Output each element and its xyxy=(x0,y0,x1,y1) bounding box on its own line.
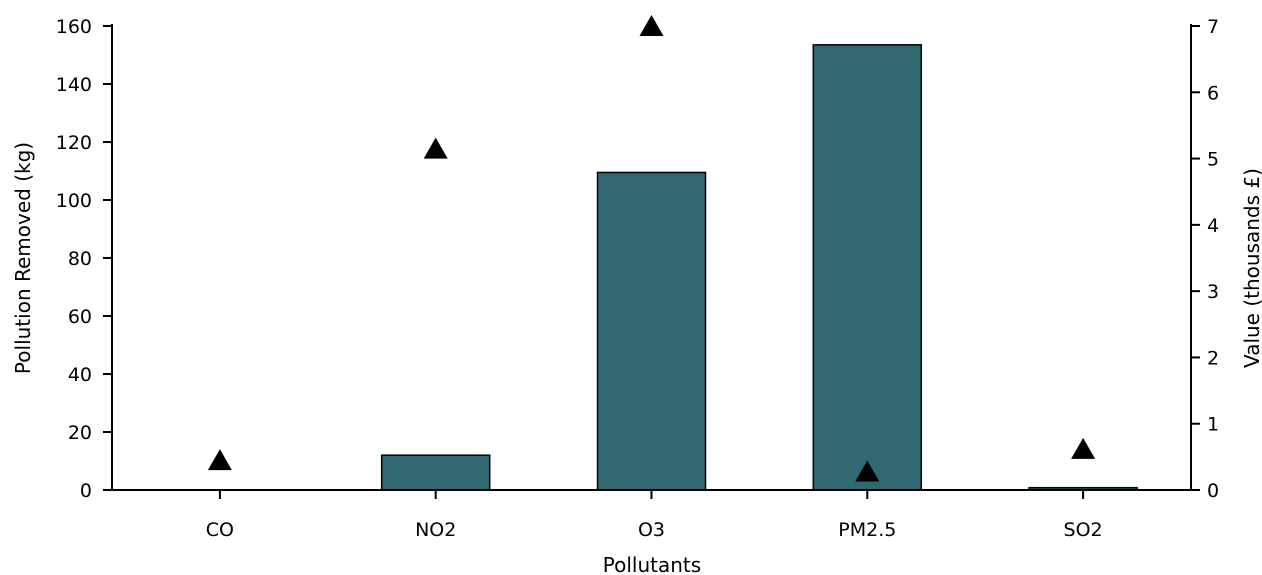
y-tick-label: 120 xyxy=(56,132,92,154)
y2-tick-label: 1 xyxy=(1207,414,1219,436)
y-tick-label: 100 xyxy=(56,190,92,212)
y2-tick-label: 2 xyxy=(1207,347,1219,369)
x-tick-label: NO2 xyxy=(415,519,456,541)
bar-o3 xyxy=(596,171,707,491)
y2-axis-title: Value (thousands £) xyxy=(1240,168,1262,368)
value-marker-o3 xyxy=(639,15,664,36)
labels-layer: 0 20 40 60 80 100 120 140 160 0 1 2 3 4 5 6 7 CO NO2 O3 PM2.… xyxy=(56,16,1219,541)
x-tick-label: SO2 xyxy=(1064,519,1103,541)
y-tick-label: 160 xyxy=(56,16,92,38)
value-marker-pm25 xyxy=(855,460,880,482)
y2-tick-label: 6 xyxy=(1207,82,1219,104)
y2-tick-label: 0 xyxy=(1207,480,1219,502)
y2-tick-label: 3 xyxy=(1207,281,1219,303)
axes-layer xyxy=(103,24,1200,499)
y-axis-title: Pollution Removed (kg) xyxy=(11,142,35,374)
value-marker-co xyxy=(207,449,232,471)
y-tick-label: 20 xyxy=(68,422,92,444)
x-axis-title: Pollutants xyxy=(603,553,701,575)
y-tick-label: 40 xyxy=(68,364,92,386)
y-tick-label: 60 xyxy=(68,306,92,328)
markers-layer xyxy=(207,15,1096,482)
y2-tick-label: 4 xyxy=(1207,215,1219,237)
x-tick-label: CO xyxy=(206,519,234,541)
bars-layer xyxy=(380,44,1138,491)
y-tick-label: 80 xyxy=(68,248,92,270)
y-tick-label: 0 xyxy=(80,480,92,502)
y2-tick-label: 7 xyxy=(1207,16,1219,38)
value-marker-no2 xyxy=(423,137,448,159)
value-marker-so2 xyxy=(1071,437,1096,459)
x-tick-label: PM2.5 xyxy=(838,519,896,541)
y-tick-label: 140 xyxy=(56,74,92,96)
y2-tick-label: 5 xyxy=(1207,149,1219,171)
bar-no2 xyxy=(380,454,491,491)
bar-pm25 xyxy=(812,44,923,491)
x-tick-label: O3 xyxy=(638,519,665,541)
